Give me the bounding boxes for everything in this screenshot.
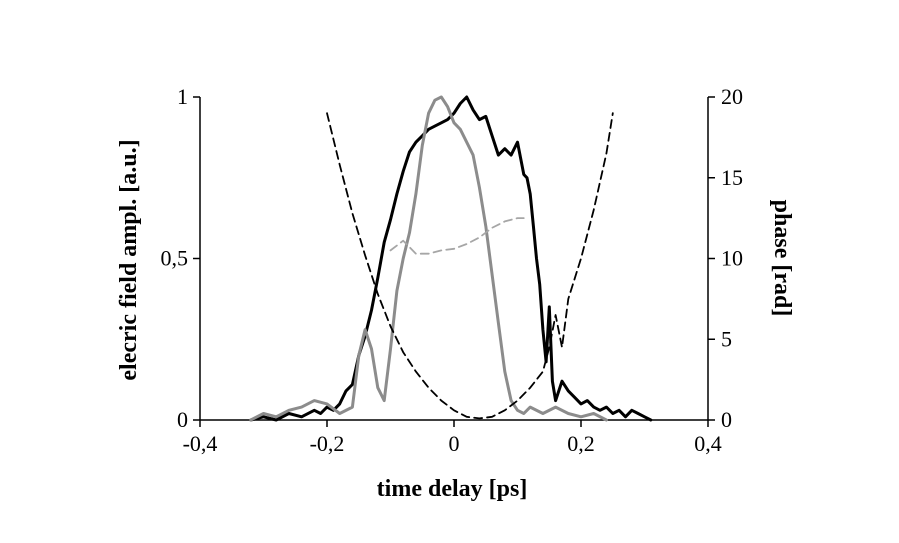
series-black-amplitude-line bbox=[249, 95, 653, 422]
x-tick-label: -0,2 bbox=[310, 431, 345, 456]
y-axis-right: 0 5 10 15 20 bbox=[707, 84, 743, 432]
x-axis: -0,4 -0,2 0 0,2 0,4 bbox=[183, 419, 722, 456]
y-tick-label: 0,5 bbox=[161, 246, 189, 271]
y2-tick-label: 15 bbox=[721, 165, 743, 190]
x-tick-label: 0 bbox=[449, 431, 460, 456]
y-tick-label: 0 bbox=[177, 407, 188, 432]
x-tick-label: 0,2 bbox=[567, 431, 595, 456]
series-layer bbox=[249, 95, 653, 422]
y2-tick-label: 10 bbox=[721, 246, 743, 271]
y2-tick-label: 0 bbox=[721, 407, 732, 432]
y-tick-label: 1 bbox=[177, 84, 188, 109]
x-tick-label: 0,4 bbox=[694, 431, 722, 456]
y2-tick-label: 5 bbox=[721, 326, 732, 351]
x-tick-label: -0,4 bbox=[183, 431, 218, 456]
y-axis-right-title: phase [rad] bbox=[769, 200, 795, 317]
y-axis-left: 00,51 bbox=[161, 84, 201, 432]
y-axis-left-title: elecric field ampl. [a.u.] bbox=[116, 139, 142, 380]
x-axis-title: time delay [ps] bbox=[377, 476, 528, 502]
y2-tick-label: 20 bbox=[721, 84, 743, 109]
series-gray-phase-line bbox=[389, 217, 525, 255]
series-gray-amplitude-line bbox=[249, 95, 608, 422]
series-black-phase-line bbox=[326, 112, 614, 420]
